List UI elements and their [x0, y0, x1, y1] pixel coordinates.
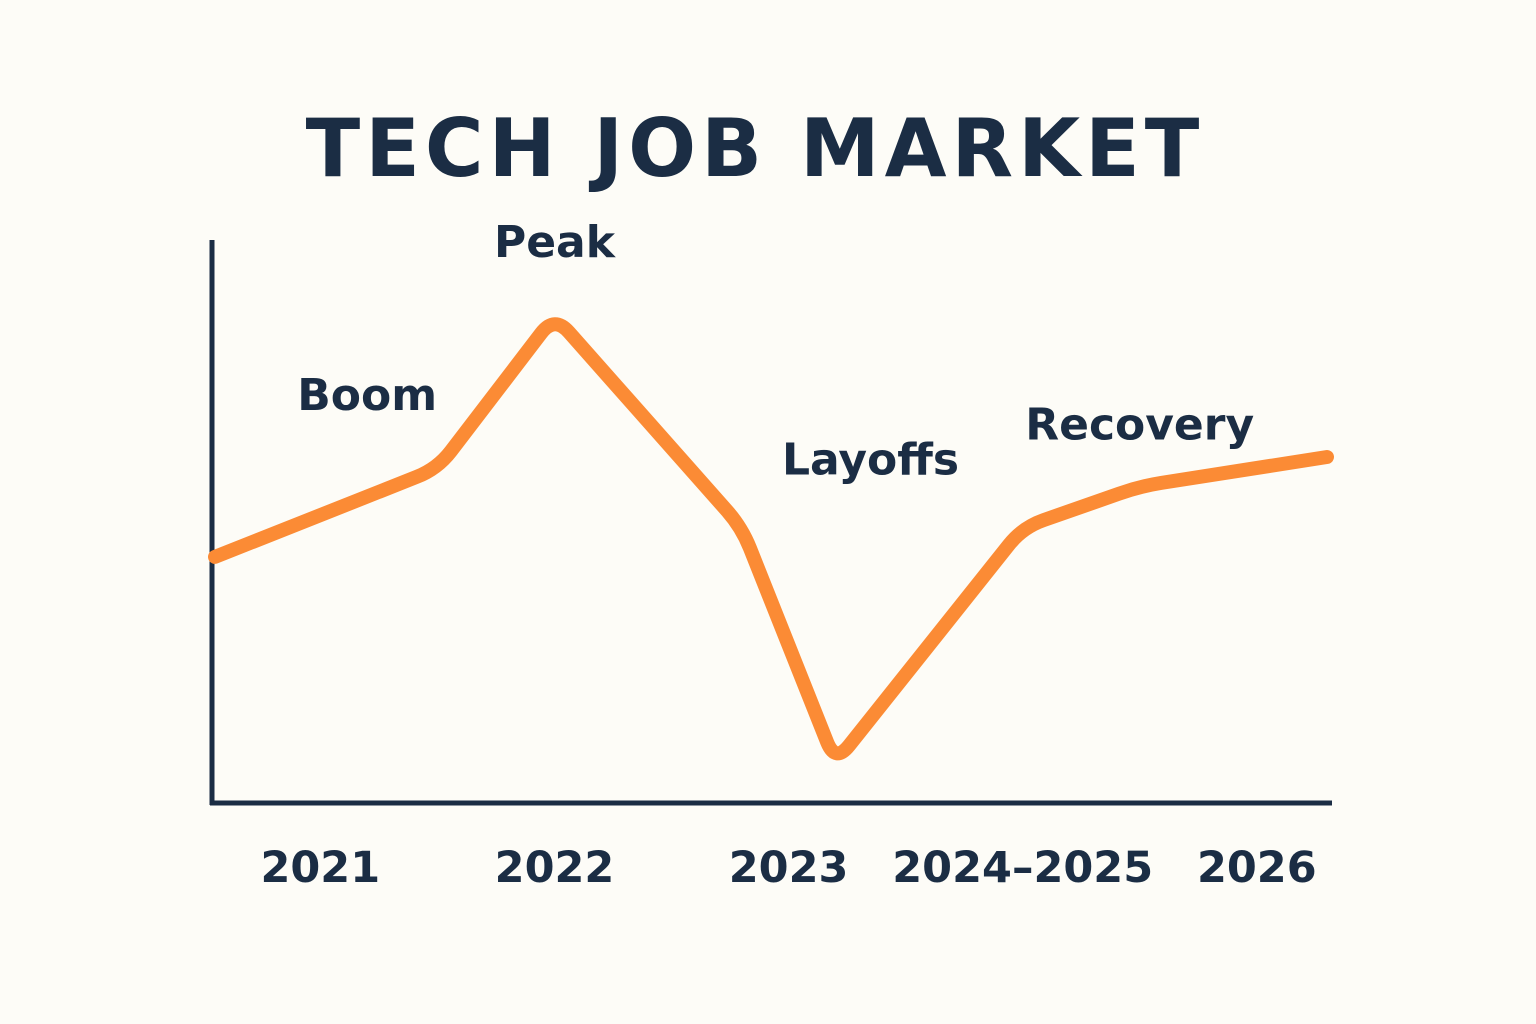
annotation-layoffs: Layoffs: [782, 435, 959, 486]
x-tick-label: 2022: [495, 843, 615, 893]
chart-title: TECH JOB MARKET: [306, 102, 1205, 195]
x-tick-label: 2023: [729, 843, 849, 893]
x-tick-label: 2024–2025: [892, 843, 1153, 893]
x-tick-labels: 2021 2022 2023 2024–2025 2026: [260, 843, 1316, 893]
annotations: Boom Peak Layoffs Recovery: [297, 217, 1254, 486]
series-line-0: [208, 317, 1334, 761]
series-layer: [208, 317, 1334, 761]
x-tick-label: 2021: [260, 843, 380, 893]
annotation-recovery: Recovery: [1025, 399, 1254, 450]
annotation-peak: Peak: [494, 217, 617, 268]
annotation-boom: Boom: [297, 370, 437, 421]
x-tick-label: 2026: [1197, 843, 1317, 893]
